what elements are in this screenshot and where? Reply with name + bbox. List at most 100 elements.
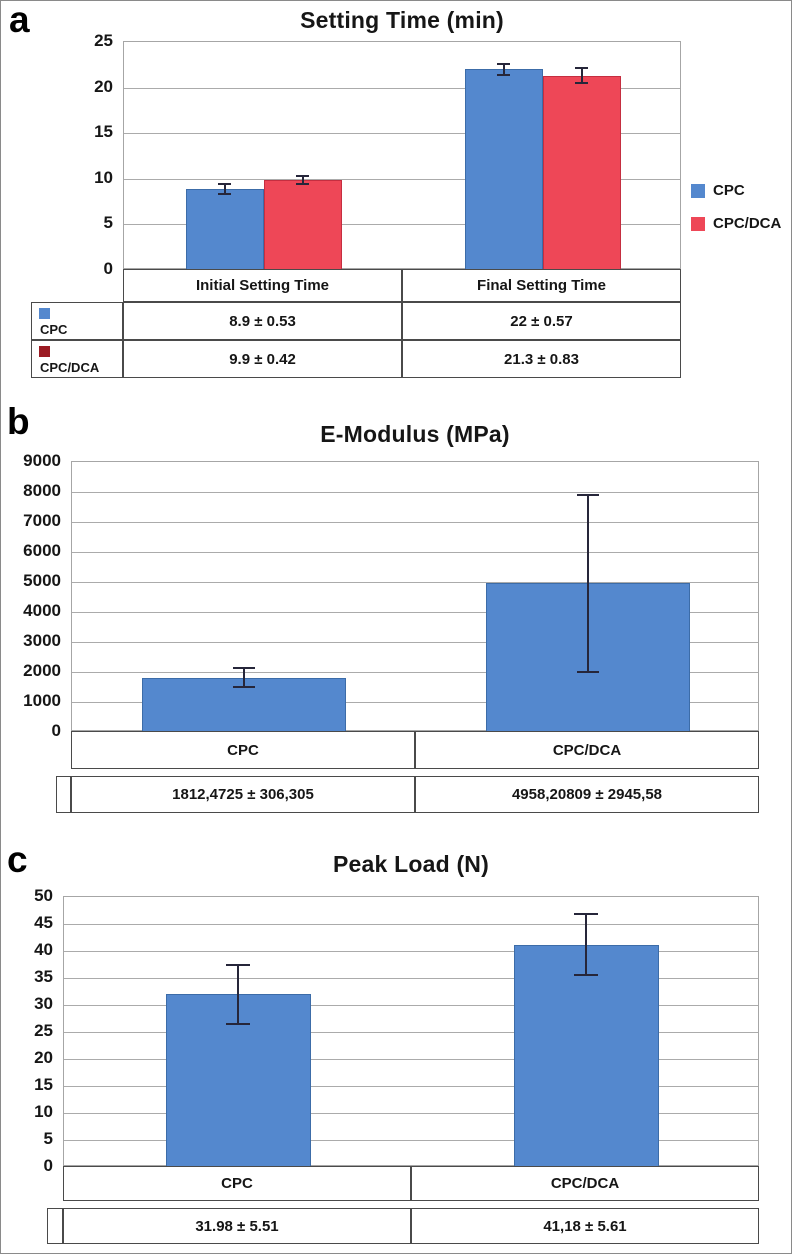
panel-label-c: c <box>7 839 28 880</box>
gridline <box>124 178 680 180</box>
plot-area-a <box>123 41 681 270</box>
y-axis-tick-label: 0 <box>43 1156 53 1175</box>
category-cell-initial-setting-time: Initial Setting Time <box>123 269 402 302</box>
error-bar <box>502 64 505 75</box>
legend-marker-cpc <box>39 308 50 319</box>
y-axis-tick-label: 45 <box>34 913 53 932</box>
y-axis-tick-label: 25 <box>94 31 113 50</box>
error-bar-cap-bottom <box>577 670 599 673</box>
error-bar <box>237 964 239 1025</box>
gridline <box>64 1140 758 1141</box>
row-header-cpc: CPC <box>31 302 123 340</box>
value-row-stub <box>56 776 71 813</box>
y-axis-tick-label: 20 <box>34 1048 53 1067</box>
legend-marker-cpc-dca <box>39 346 50 357</box>
error-bar <box>580 68 583 84</box>
error-bar-cap-bottom <box>574 973 598 976</box>
category-cell-final-setting-time: Final Setting Time <box>402 269 681 302</box>
gridline <box>72 522 758 523</box>
error-bar <box>223 183 226 194</box>
category-cell-cpc-dca: CPC/DCA <box>411 1166 759 1201</box>
table-value-cell: 9.9 ± 0.42 <box>123 340 402 378</box>
gridline <box>64 1113 758 1114</box>
y-axis-tick-label: 35 <box>34 967 53 986</box>
error-bar-cap-top <box>497 63 510 66</box>
error-bar-cap-top <box>296 174 309 177</box>
error-bar-cap-top <box>233 667 255 670</box>
y-axis-tick-label: 50 <box>34 886 53 905</box>
panel-c: c Peak Load (N) 0 5 10 15 20 25 30 35 40 45 50 CPC C… <box>1 833 792 1255</box>
y-axis-tick-label: 25 <box>34 1021 53 1040</box>
gridline <box>64 1059 758 1060</box>
bar-cpc-dca-initial-setting-time <box>263 179 342 270</box>
error-bar-cap-top <box>226 963 250 966</box>
legend-label-cpc-dca: CPC/DCA <box>713 215 782 232</box>
plot-area-c <box>63 896 759 1167</box>
y-axis-tick-label: 1000 <box>23 691 61 710</box>
gridline <box>64 1086 758 1087</box>
gridline <box>124 133 680 135</box>
gridline <box>124 87 680 89</box>
row-header-cpc-dca: CPC/DCA <box>31 340 123 378</box>
bar-cpc-final-setting-time <box>464 69 543 270</box>
bar-cpc-initial-setting-time <box>185 188 264 270</box>
error-bar-cap-bottom <box>497 73 510 76</box>
y-axis-tick-label: 2000 <box>23 661 61 680</box>
y-axis-tick-label: 4000 <box>23 601 61 620</box>
value-cell-cpc: 31.98 ± 5.51 <box>63 1208 411 1244</box>
category-cell-cpc: CPC <box>63 1166 411 1201</box>
y-axis-tick-label: 6000 <box>23 541 61 560</box>
chart-title-setting-time: Setting Time (min) <box>300 7 504 33</box>
y-axis-tick-label: 30 <box>34 994 53 1013</box>
gridline <box>72 582 758 583</box>
y-axis-tick-label: 9000 <box>23 451 61 470</box>
chart-title-peak-load: Peak Load (N) <box>333 851 489 877</box>
value-row-stub <box>47 1208 63 1244</box>
y-axis-tick-label: 5 <box>103 213 113 233</box>
chart-canvas-e-modulus: 0 1000 2000 3000 4000 5000 6000 7000 8000 9000 CPC… <box>1 399 792 833</box>
error-bar-cap-top <box>577 493 599 496</box>
y-axis-tick-label: 8000 <box>23 481 61 500</box>
error-bar-cap-bottom <box>575 82 588 85</box>
error-bar <box>585 914 587 975</box>
error-bar-cap-bottom <box>233 685 255 688</box>
table-value-cell: 21.3 ± 0.83 <box>402 340 681 378</box>
gridline <box>72 612 758 613</box>
y-axis-tick-label: 3000 <box>23 631 61 650</box>
chart-canvas-peak-load: 0 5 10 15 20 25 30 35 40 45 50 CPC CPC/DCA 31.98 ± 5.… <box>1 833 792 1255</box>
y-axis-tick-label: 5 <box>43 1129 53 1148</box>
value-cell-cpc-dca: 41,18 ± 5.61 <box>411 1208 759 1244</box>
bar-cpc-dca <box>513 944 659 1167</box>
y-axis-tick-label: 10 <box>94 167 113 187</box>
error-bar-cap-bottom <box>226 1023 250 1026</box>
gridline <box>72 672 758 673</box>
y-axis-tick-label: 0 <box>103 259 113 278</box>
legend-swatch-cpc <box>691 184 705 198</box>
row-header-label: CPC <box>40 322 68 337</box>
y-axis-tick-label: 5000 <box>23 571 61 590</box>
y-axis-tick-label: 15 <box>34 1075 53 1094</box>
gridline <box>64 924 758 925</box>
category-cell-cpc: CPC <box>71 731 415 769</box>
error-bar <box>587 494 589 672</box>
gridline <box>72 642 758 643</box>
gridline <box>64 978 758 979</box>
error-bar-cap-top <box>575 67 588 70</box>
error-bar-cap-top <box>574 913 598 916</box>
panel-b: b E-Modulus (MPa) 0 1000 2000 3000 4000 5000 6… <box>1 399 792 833</box>
panel-a: a Setting Time (min) 0 5 10 15 20 25 Initial S… <box>1 1 792 399</box>
gridline <box>64 1005 758 1006</box>
gridline <box>72 492 758 493</box>
error-bar <box>301 175 304 184</box>
legend-label-cpc: CPC <box>713 182 745 199</box>
value-cell-cpc-dca: 4958,20809 ± 2945,58 <box>415 776 759 813</box>
y-axis-tick-label: 20 <box>94 76 113 96</box>
error-bar <box>243 668 245 687</box>
table-value-cell: 8.9 ± 0.53 <box>123 302 402 340</box>
y-axis-tick-label: 15 <box>94 122 113 142</box>
error-bar-cap-bottom <box>296 182 309 185</box>
gridline <box>72 702 758 703</box>
panel-label-a: a <box>9 0 30 40</box>
panel-label-b: b <box>7 401 30 442</box>
